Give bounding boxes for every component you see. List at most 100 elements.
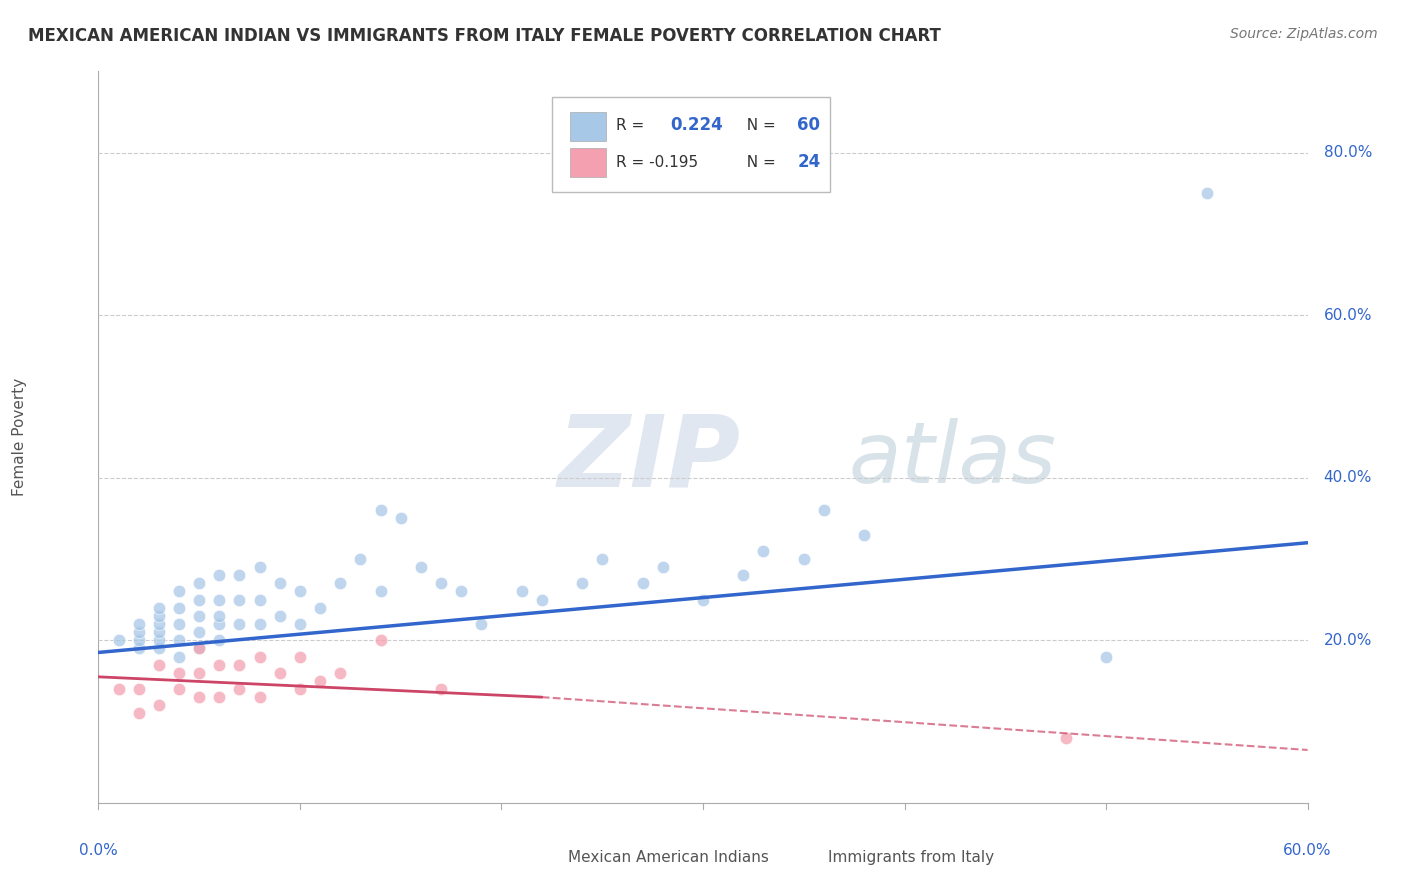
Point bbox=[208, 633, 231, 648]
Point bbox=[148, 617, 170, 632]
Text: 0.0%: 0.0% bbox=[79, 844, 118, 858]
Point bbox=[813, 503, 835, 517]
Point bbox=[167, 681, 190, 696]
Point bbox=[167, 584, 190, 599]
Point bbox=[167, 665, 190, 680]
Point bbox=[249, 649, 271, 664]
Point bbox=[167, 649, 190, 664]
Text: ZIP: ZIP bbox=[558, 410, 741, 508]
Point bbox=[269, 608, 291, 623]
Text: MEXICAN AMERICAN INDIAN VS IMMIGRANTS FROM ITALY FEMALE POVERTY CORRELATION CHAR: MEXICAN AMERICAN INDIAN VS IMMIGRANTS FR… bbox=[28, 27, 941, 45]
Text: atlas: atlas bbox=[848, 417, 1056, 500]
Point bbox=[128, 625, 150, 640]
Point bbox=[188, 641, 211, 656]
Point bbox=[208, 657, 231, 672]
Point bbox=[188, 608, 211, 623]
Point bbox=[309, 673, 332, 688]
Point bbox=[208, 608, 231, 623]
Point bbox=[167, 617, 190, 632]
Point bbox=[167, 600, 190, 615]
Point bbox=[249, 560, 271, 574]
Point bbox=[228, 681, 250, 696]
Point bbox=[188, 665, 211, 680]
Point bbox=[148, 641, 170, 656]
Point bbox=[309, 600, 332, 615]
Point bbox=[148, 657, 170, 672]
Point bbox=[793, 552, 815, 566]
Point bbox=[329, 576, 352, 591]
Point bbox=[752, 544, 775, 558]
Point bbox=[430, 681, 453, 696]
Point bbox=[208, 592, 231, 607]
Point bbox=[228, 657, 250, 672]
Point bbox=[269, 665, 291, 680]
Point bbox=[1054, 731, 1077, 745]
Point bbox=[631, 576, 654, 591]
Text: Immigrants from Italy: Immigrants from Italy bbox=[828, 850, 994, 865]
Bar bbox=[569, 112, 606, 141]
Point bbox=[510, 584, 533, 599]
Bar bbox=[569, 148, 606, 178]
Text: 0.224: 0.224 bbox=[671, 117, 723, 135]
Point bbox=[853, 527, 876, 541]
Point bbox=[470, 617, 492, 632]
Point bbox=[370, 584, 392, 599]
Point bbox=[1095, 649, 1118, 664]
Text: 80.0%: 80.0% bbox=[1323, 145, 1372, 161]
Point bbox=[692, 592, 714, 607]
Text: 60.0%: 60.0% bbox=[1323, 308, 1372, 323]
Point bbox=[389, 511, 412, 525]
Text: Source: ZipAtlas.com: Source: ZipAtlas.com bbox=[1230, 27, 1378, 41]
Point bbox=[450, 584, 472, 599]
Point bbox=[430, 576, 453, 591]
Point bbox=[148, 633, 170, 648]
Point bbox=[733, 568, 755, 582]
Point bbox=[370, 503, 392, 517]
Point bbox=[208, 568, 231, 582]
FancyBboxPatch shape bbox=[551, 97, 830, 192]
Point bbox=[228, 617, 250, 632]
Point bbox=[188, 576, 211, 591]
Point bbox=[1195, 186, 1218, 201]
Point bbox=[167, 633, 190, 648]
Point bbox=[571, 576, 593, 591]
Point bbox=[269, 576, 291, 591]
Point bbox=[288, 584, 311, 599]
Text: 20.0%: 20.0% bbox=[1323, 632, 1372, 648]
Point bbox=[128, 706, 150, 721]
Text: N =: N = bbox=[737, 154, 780, 169]
Text: N =: N = bbox=[737, 118, 780, 133]
Point bbox=[107, 633, 129, 648]
Point bbox=[249, 617, 271, 632]
Point bbox=[370, 633, 392, 648]
Bar bbox=[793, 847, 820, 869]
Point bbox=[208, 690, 231, 705]
Point bbox=[208, 617, 231, 632]
Point bbox=[249, 592, 271, 607]
Point bbox=[107, 681, 129, 696]
Point bbox=[148, 600, 170, 615]
Point bbox=[651, 560, 673, 574]
Text: R = -0.195: R = -0.195 bbox=[616, 154, 697, 169]
Point bbox=[148, 608, 170, 623]
Point bbox=[128, 633, 150, 648]
Bar bbox=[534, 847, 561, 869]
Text: 60.0%: 60.0% bbox=[1284, 844, 1331, 858]
Point bbox=[148, 625, 170, 640]
Point bbox=[288, 617, 311, 632]
Point bbox=[228, 568, 250, 582]
Text: Female Poverty: Female Poverty bbox=[13, 378, 27, 496]
Point bbox=[128, 641, 150, 656]
Point bbox=[188, 625, 211, 640]
Point bbox=[329, 665, 352, 680]
Point bbox=[128, 681, 150, 696]
Text: R =: R = bbox=[616, 118, 650, 133]
Point bbox=[409, 560, 432, 574]
Point bbox=[591, 552, 613, 566]
Text: Mexican American Indians: Mexican American Indians bbox=[568, 850, 769, 865]
Point bbox=[188, 592, 211, 607]
Text: 24: 24 bbox=[797, 153, 821, 171]
Point bbox=[148, 698, 170, 713]
Point bbox=[228, 592, 250, 607]
Point bbox=[249, 690, 271, 705]
